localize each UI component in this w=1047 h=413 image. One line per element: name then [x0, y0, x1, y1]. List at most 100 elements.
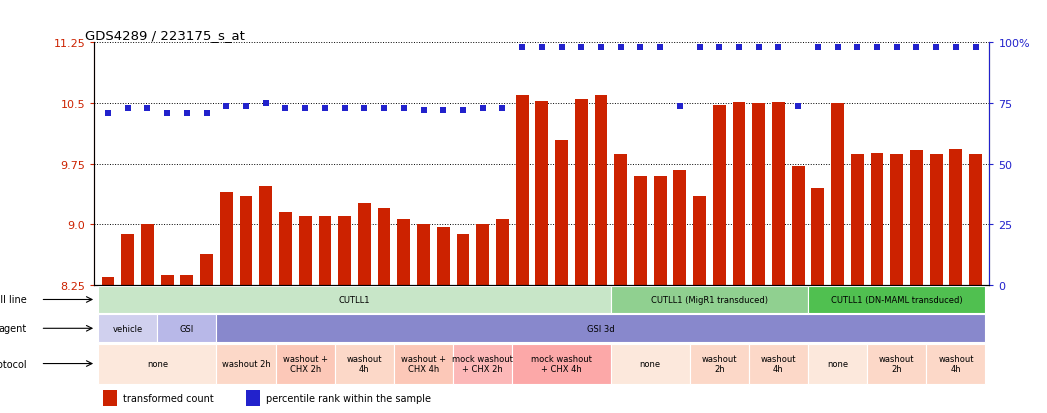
Bar: [141, 225, 154, 285]
Point: [731, 45, 748, 52]
Bar: [634, 176, 647, 285]
Text: washout
4h: washout 4h: [761, 354, 796, 373]
Bar: [693, 197, 706, 285]
Point: [218, 103, 235, 109]
Point: [435, 108, 451, 114]
Bar: [555, 140, 567, 285]
Text: GSI: GSI: [180, 324, 194, 333]
Bar: [398, 219, 410, 285]
Text: none: none: [640, 359, 661, 368]
Text: CUTLL1: CUTLL1: [339, 295, 371, 304]
Bar: [104, 390, 116, 406]
Point: [494, 105, 511, 112]
Bar: [910, 151, 922, 285]
Point: [908, 45, 925, 52]
Point: [198, 110, 215, 117]
Point: [809, 45, 826, 52]
Text: GDS4289 / 223175_s_at: GDS4289 / 223175_s_at: [85, 29, 245, 42]
Point: [277, 105, 294, 112]
Point: [474, 105, 491, 112]
Text: none: none: [147, 359, 168, 368]
Bar: [220, 192, 232, 285]
Bar: [240, 197, 252, 285]
Bar: [378, 209, 391, 285]
Bar: [157, 315, 217, 342]
Point: [751, 45, 767, 52]
Bar: [200, 255, 213, 285]
Text: vehicle: vehicle: [113, 324, 142, 333]
Point: [376, 105, 393, 112]
Text: CUTLL1 (MigR1 transduced): CUTLL1 (MigR1 transduced): [651, 295, 767, 304]
Bar: [610, 286, 808, 313]
Point: [238, 103, 254, 109]
Bar: [808, 286, 985, 313]
Bar: [831, 104, 844, 285]
Bar: [496, 219, 509, 285]
Text: mock washout
+ CHX 2h: mock washout + CHX 2h: [452, 354, 513, 373]
Point: [770, 45, 786, 52]
Point: [789, 103, 806, 109]
Bar: [811, 189, 824, 285]
Bar: [575, 100, 587, 285]
Bar: [673, 171, 686, 285]
Point: [316, 105, 333, 112]
Bar: [260, 186, 272, 285]
Point: [99, 110, 116, 117]
Point: [454, 108, 471, 114]
Text: percentile rank within the sample: percentile rank within the sample: [266, 393, 431, 403]
Bar: [653, 176, 667, 285]
Bar: [98, 286, 610, 313]
Text: CUTLL1 (DN-MAML transduced): CUTLL1 (DN-MAML transduced): [831, 295, 962, 304]
Text: washout
4h: washout 4h: [347, 354, 382, 373]
Text: washout 2h: washout 2h: [222, 359, 270, 368]
Bar: [298, 217, 312, 285]
Point: [967, 45, 984, 52]
Point: [869, 45, 886, 52]
Bar: [930, 155, 942, 285]
Bar: [535, 102, 549, 285]
Bar: [950, 150, 962, 285]
Bar: [733, 102, 745, 285]
Point: [928, 45, 944, 52]
Text: none: none: [827, 359, 848, 368]
Bar: [690, 344, 749, 384]
Bar: [437, 227, 449, 285]
Bar: [772, 102, 785, 285]
Point: [888, 45, 905, 52]
Bar: [753, 104, 765, 285]
Bar: [476, 225, 489, 285]
Point: [258, 101, 274, 107]
Bar: [516, 96, 529, 285]
Bar: [792, 167, 804, 285]
Text: washout
2h: washout 2h: [701, 354, 737, 373]
Text: washout +
CHX 2h: washout + CHX 2h: [283, 354, 328, 373]
Bar: [318, 217, 331, 285]
Text: mock washout
+ CHX 4h: mock washout + CHX 4h: [531, 354, 592, 373]
Text: GSI 3d: GSI 3d: [587, 324, 615, 333]
Point: [533, 45, 550, 52]
Bar: [246, 390, 260, 406]
Bar: [851, 155, 864, 285]
Point: [849, 45, 866, 52]
Bar: [275, 344, 335, 384]
Point: [119, 105, 136, 112]
Bar: [871, 154, 884, 285]
Bar: [970, 155, 982, 285]
Point: [829, 45, 846, 52]
Point: [573, 45, 589, 52]
Bar: [358, 203, 371, 285]
Bar: [102, 277, 114, 285]
Bar: [610, 344, 690, 384]
Point: [593, 45, 609, 52]
Point: [711, 45, 728, 52]
Text: transformed count: transformed count: [122, 393, 214, 403]
Bar: [98, 315, 157, 342]
Bar: [161, 276, 174, 285]
Bar: [121, 235, 134, 285]
Point: [671, 103, 688, 109]
Bar: [394, 344, 453, 384]
Bar: [456, 235, 469, 285]
Bar: [280, 213, 292, 285]
Text: washout
4h: washout 4h: [938, 354, 974, 373]
Bar: [417, 225, 430, 285]
